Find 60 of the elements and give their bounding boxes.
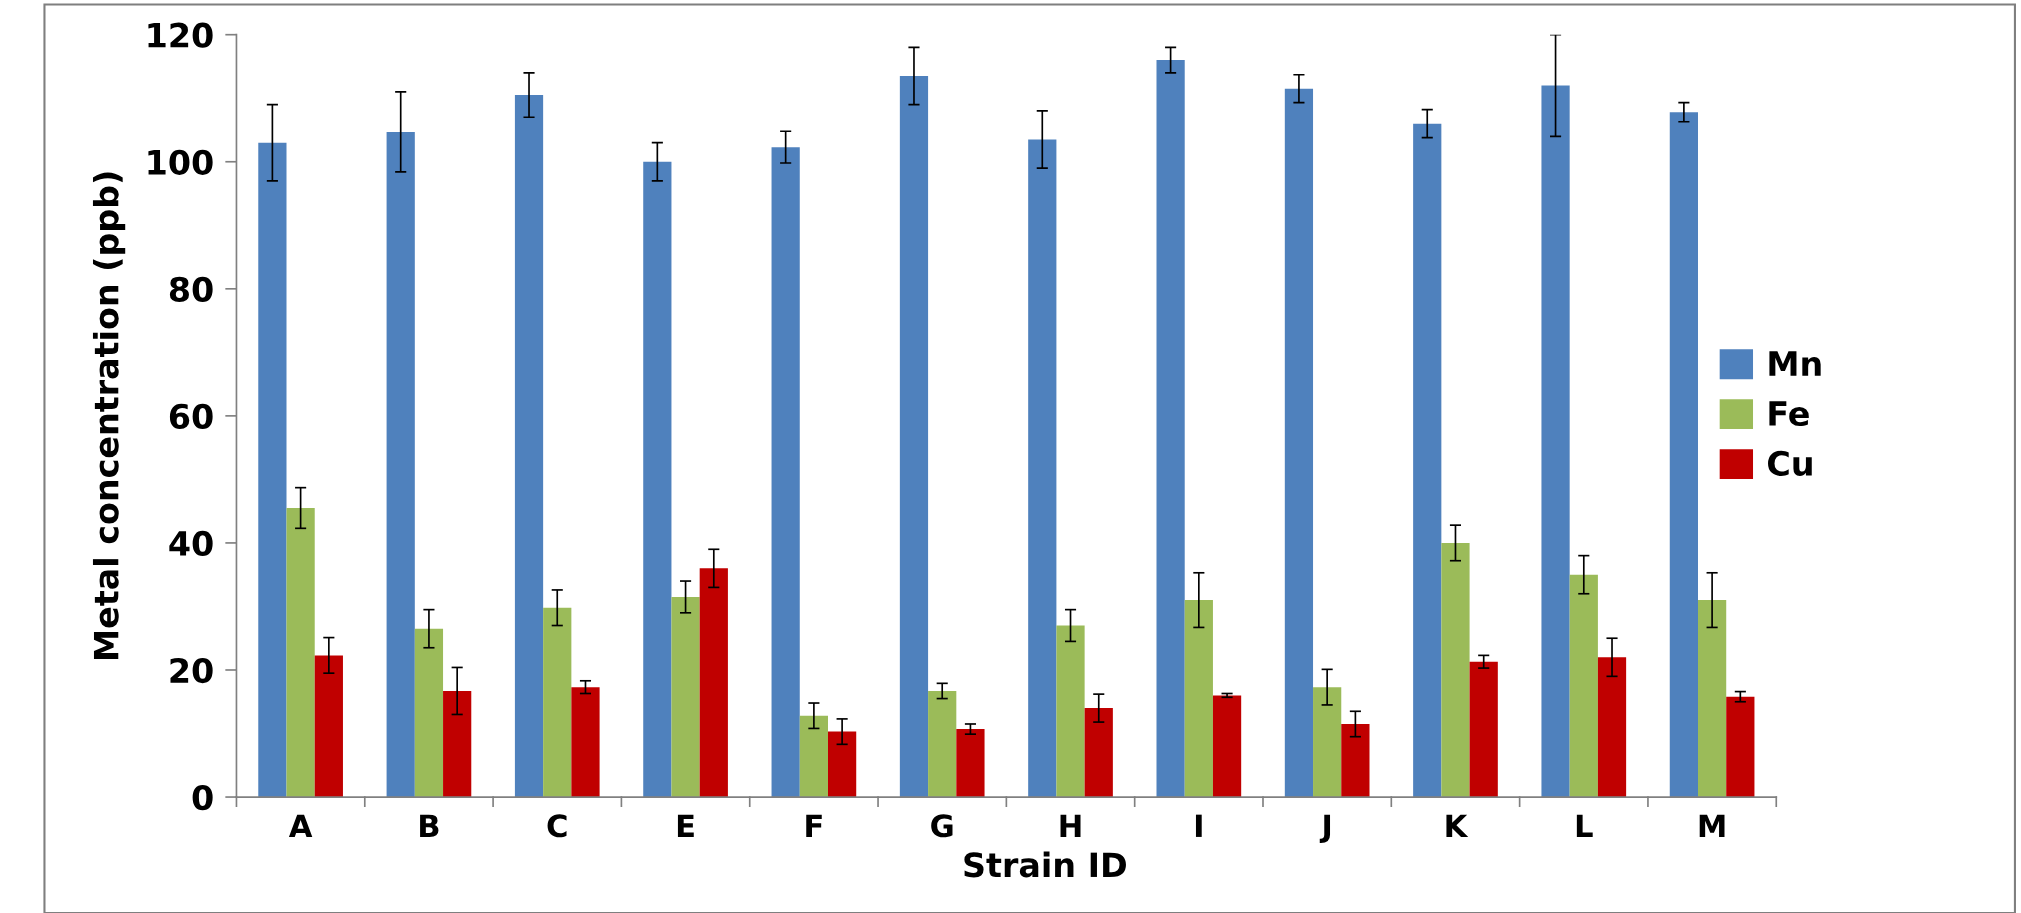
bar xyxy=(1441,542,1470,798)
y-tick-label: 20 xyxy=(170,657,213,684)
x-tick-label: H xyxy=(1060,814,1081,837)
x-tick-label: J xyxy=(1319,814,1331,844)
x-axis-title: Strain ID xyxy=(964,851,1126,878)
bar xyxy=(828,731,857,798)
x-tick-label: L xyxy=(1576,814,1593,837)
bar xyxy=(286,507,315,798)
bar xyxy=(799,715,828,798)
x-tick-label: A xyxy=(288,814,313,837)
x-tick-label: B xyxy=(420,814,439,837)
y-tick-label: 100 xyxy=(148,149,213,175)
bar xyxy=(643,161,672,798)
bar xyxy=(1084,708,1113,798)
bar xyxy=(314,655,343,798)
x-tick-label: M xyxy=(1699,814,1725,837)
bar xyxy=(956,729,985,798)
bar xyxy=(1669,112,1698,798)
bar xyxy=(1313,687,1342,798)
bar xyxy=(1284,88,1314,798)
bar xyxy=(1184,600,1213,798)
bar xyxy=(514,95,544,798)
x-tick-label: E xyxy=(677,814,694,837)
bar xyxy=(571,687,600,798)
bar xyxy=(543,607,572,798)
y-tick-label: 0 xyxy=(192,784,213,811)
bar xyxy=(1697,600,1727,798)
x-tick-label: K xyxy=(1446,814,1469,837)
x-tick-label: F xyxy=(806,814,822,837)
y-tick-label: 40 xyxy=(169,530,213,557)
bar xyxy=(928,690,957,798)
bar xyxy=(1569,574,1598,798)
x-tick-label: I xyxy=(1195,814,1202,837)
legend-label: Cu xyxy=(1768,450,1812,476)
bar xyxy=(414,628,444,798)
legend-label: Fe xyxy=(1769,401,1809,427)
bar xyxy=(899,75,929,798)
bar xyxy=(699,568,728,798)
bar xyxy=(1341,723,1370,798)
x-tick-label: C xyxy=(547,814,567,838)
bar xyxy=(1726,696,1755,798)
legend-label: Mn xyxy=(1769,351,1821,376)
bar xyxy=(386,131,415,798)
x-tick-label: G xyxy=(931,814,953,838)
y-axis-title: Metal concentration (ppb) xyxy=(92,172,126,659)
bar xyxy=(1469,661,1498,798)
y-tick-label: 60 xyxy=(169,403,213,430)
y-tick-label: 80 xyxy=(169,276,213,302)
bar xyxy=(1056,625,1085,798)
bar xyxy=(1212,695,1242,798)
bar xyxy=(443,690,472,798)
bar xyxy=(1156,60,1185,798)
bar xyxy=(1597,657,1627,798)
bar xyxy=(671,596,700,798)
bar xyxy=(1541,85,1570,798)
bar xyxy=(771,147,800,798)
bar xyxy=(258,142,287,798)
bar xyxy=(1028,139,1057,798)
y-tick-label: 120 xyxy=(148,22,213,48)
bar xyxy=(1413,123,1442,798)
